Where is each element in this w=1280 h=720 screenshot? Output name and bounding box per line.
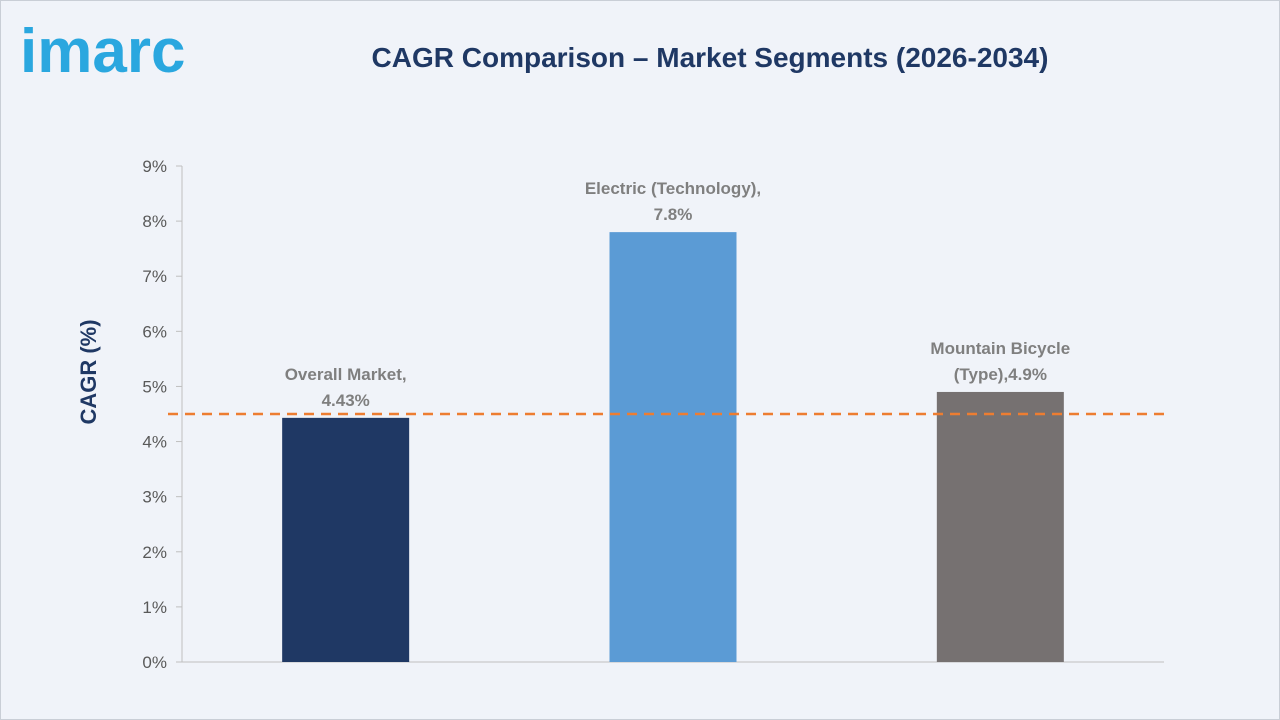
y-tick-label: 2% (142, 543, 167, 562)
y-tick-label: 7% (142, 267, 167, 286)
bar (936, 391, 1064, 662)
y-tick-label: 3% (142, 488, 167, 507)
y-tick-label: 5% (142, 377, 167, 396)
imarc-logo: imarc (20, 17, 185, 84)
bar (609, 232, 737, 662)
bar (282, 417, 410, 662)
bars (282, 232, 1064, 662)
y-tick-label: 8% (142, 212, 167, 231)
axes: 0% 1% 2% 3% 4% 5% 6% 7% 8% 9% (142, 157, 1164, 672)
y-tick-label: 6% (142, 322, 167, 341)
y-axis-label: CAGR (%) (76, 319, 101, 424)
data-label: (Type),4.9% (954, 365, 1047, 384)
data-label: 4.43% (322, 391, 370, 410)
y-tick-label: 0% (142, 653, 167, 672)
data-label: Overall Market, (285, 365, 407, 384)
y-tick-label: 9% (142, 157, 167, 176)
chart-title: CAGR Comparison – Market Segments (2026-… (371, 42, 1049, 73)
data-label: Mountain Bicycle (930, 339, 1070, 358)
y-tick-label: 1% (142, 598, 167, 617)
data-label: Electric (Technology), (585, 179, 761, 198)
data-labels: Overall Market, 4.43% Electric (Technology… (285, 179, 1071, 410)
y-tick-label: 4% (142, 433, 167, 452)
logo-text: imarc (20, 17, 185, 84)
data-label: 7.8% (654, 205, 693, 224)
